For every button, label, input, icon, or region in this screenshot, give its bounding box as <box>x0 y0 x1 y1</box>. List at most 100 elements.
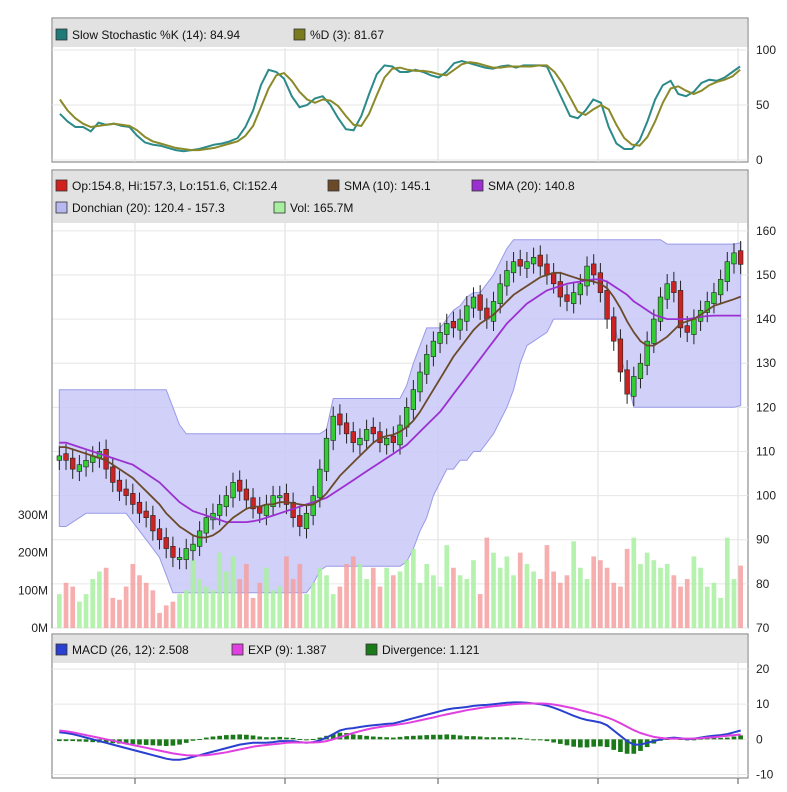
candle-body <box>83 460 89 468</box>
divergence-bar <box>163 739 169 747</box>
divergence-bar <box>290 737 296 740</box>
candle-body <box>517 259 523 267</box>
volume-bar <box>150 590 156 628</box>
divergence-bar <box>390 737 396 740</box>
volume-bar <box>631 537 637 628</box>
axis-labels: 100500160150140130120110100908070300M200… <box>18 43 776 781</box>
divergence-bar <box>711 737 717 740</box>
legend-label: Donchian (20): 120.4 - 157.3 <box>72 201 225 215</box>
volume-bar <box>390 575 396 628</box>
candle-body <box>464 305 470 322</box>
volume-bar <box>691 556 697 628</box>
divergence-bar <box>604 739 610 748</box>
volume-bar <box>704 586 710 628</box>
volume-bar <box>724 537 730 628</box>
legend-swatch <box>55 179 68 192</box>
legend-label: SMA (20): 140.8 <box>488 179 575 193</box>
volume-bar <box>638 563 643 628</box>
divergence-bar <box>130 739 136 745</box>
volume-bar <box>130 563 136 628</box>
divergence-bar <box>277 736 283 740</box>
legend-swatch <box>365 643 378 656</box>
legend-label: Slow Stochastic %K (14): 84.94 <box>72 28 240 42</box>
volume-bar <box>491 552 496 628</box>
volume-bar <box>404 560 410 628</box>
candle-body <box>731 252 737 265</box>
candle-body <box>203 517 209 534</box>
candle-body <box>711 292 717 304</box>
volume-bar <box>497 567 503 628</box>
candle-body <box>350 431 356 443</box>
candle-body <box>237 479 243 492</box>
divergence-bar <box>537 739 543 741</box>
candle-body <box>390 435 396 443</box>
legend-swatch <box>231 643 244 656</box>
volume-y-tick-label: 100M <box>18 583 48 597</box>
volume-bar <box>210 590 216 628</box>
candle-body <box>163 537 169 549</box>
legend-swatch <box>471 179 484 192</box>
divergence-bar <box>738 735 743 740</box>
stochastic-panel <box>59 59 741 153</box>
candle-body <box>644 340 650 366</box>
candle-body <box>437 332 443 344</box>
candle-body <box>190 543 196 552</box>
divergence-bar <box>584 739 590 748</box>
price-y-tick-label: 90 <box>756 533 770 547</box>
volume-bar <box>163 605 169 628</box>
divergence-bar <box>210 736 216 740</box>
divergence-bar <box>350 734 356 740</box>
volume-bar <box>170 601 176 628</box>
legend-label: Vol: 165.7M <box>290 201 353 215</box>
volume-bar <box>117 599 122 628</box>
volume-bar <box>604 567 610 628</box>
divergence-bar <box>484 737 490 740</box>
price-y-tick-label: 130 <box>756 356 776 370</box>
stoch-y-tick-label: 100 <box>756 43 776 57</box>
macd-panel <box>57 701 743 761</box>
volume-bar <box>571 541 577 628</box>
macd-legend-strip <box>53 635 747 663</box>
divergence-bar <box>270 737 276 740</box>
divergence-bar <box>177 739 182 745</box>
divergence-bar <box>517 737 523 740</box>
stoch-y-tick-label: 0 <box>756 153 763 167</box>
divergence-bar <box>237 734 243 740</box>
candle-body <box>223 495 229 507</box>
candle-body <box>183 548 189 560</box>
candle-body <box>677 290 684 329</box>
candle-body <box>424 354 430 375</box>
divergence-bar <box>598 739 603 747</box>
divergence-bar <box>370 736 376 740</box>
volume-bar <box>624 548 630 628</box>
divergence-bar <box>63 739 69 742</box>
volume-bar <box>230 556 236 628</box>
candle-body <box>684 325 690 333</box>
divergence-bar <box>223 735 229 740</box>
volume-bar <box>110 597 116 628</box>
divergence-bar <box>230 734 236 740</box>
volume-bar <box>517 552 523 628</box>
candle-body <box>470 296 477 309</box>
divergence-bar <box>457 735 463 740</box>
legend-label: SMA (10): 145.1 <box>344 179 431 193</box>
candle-body <box>317 468 323 499</box>
divergence-bar <box>377 736 383 740</box>
candle-body <box>250 497 256 510</box>
volume-y-tick-label: 200M <box>18 546 48 560</box>
candle-body <box>156 528 163 541</box>
candle-body <box>490 301 497 322</box>
candle-body <box>170 546 176 558</box>
divergence-bar <box>170 739 176 746</box>
volume-bar <box>370 567 376 628</box>
volume-bar <box>698 567 703 628</box>
volume-bar <box>511 575 516 628</box>
divergence-bar <box>77 739 82 742</box>
volume-bar <box>598 560 603 628</box>
volume-bar <box>471 560 476 628</box>
volume-bar <box>611 582 617 628</box>
candle-body <box>457 318 463 331</box>
candle-body <box>297 515 303 527</box>
